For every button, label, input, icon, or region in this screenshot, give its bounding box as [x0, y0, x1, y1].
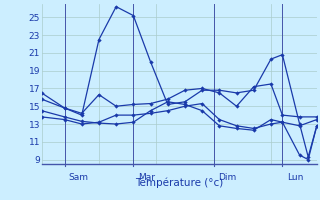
- Text: Dim: Dim: [218, 173, 236, 182]
- Text: Lun: Lun: [287, 173, 303, 182]
- X-axis label: Température (°c): Température (°c): [135, 178, 223, 188]
- Text: Sam: Sam: [69, 173, 89, 182]
- Text: Mar: Mar: [138, 173, 155, 182]
